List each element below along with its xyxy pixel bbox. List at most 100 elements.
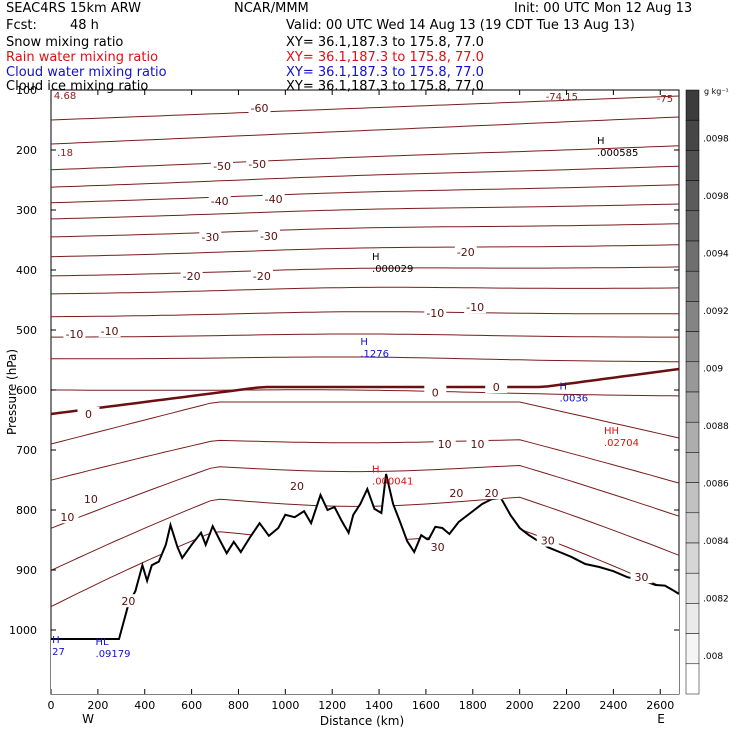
colorbar-band — [685, 180, 700, 212]
x-tick-label: 2600 — [646, 699, 674, 712]
contour-label-bg — [248, 101, 271, 114]
contour-label-bg — [98, 324, 121, 338]
extremum-value: .09179 — [96, 649, 131, 660]
colorbar-band — [685, 361, 700, 393]
east-label: E — [657, 712, 665, 726]
colorbar-band — [685, 542, 700, 574]
fcst-label: Fcst: — [6, 18, 37, 33]
edge-contour-label: -74.15 — [546, 92, 578, 103]
contour-label: -40 — [265, 193, 283, 206]
valid-time: Valid: 00 UTC Wed 14 Aug 13 (19 CDT Tue … — [286, 18, 635, 33]
colorbar-band — [685, 512, 700, 544]
extremum-marker: H — [372, 252, 380, 263]
extremum-marker: H — [52, 635, 60, 646]
contour-label: 0 — [493, 381, 500, 394]
contour-label-bg — [77, 407, 100, 420]
contour-label: -50 — [248, 158, 266, 171]
y-tick-label: 800 — [16, 504, 37, 517]
contour-label: 10 — [60, 511, 74, 524]
extremum-marker: H — [559, 382, 567, 393]
colorbar-label: .008 — [703, 652, 723, 662]
contour-label: -20 — [253, 270, 271, 283]
contour-label: 20 — [290, 480, 304, 493]
field-name-snow: Snow mixing ratio — [6, 35, 124, 50]
isotherm-line — [50, 311, 680, 318]
x-tick-label: 600 — [181, 699, 202, 712]
contour-label-bg — [433, 437, 456, 450]
contour-label-bg — [257, 228, 280, 242]
contour-label-bg — [79, 492, 102, 506]
contour-label: 20 — [121, 595, 135, 608]
x-tick-label: 200 — [87, 699, 108, 712]
contour-label-bg — [424, 385, 447, 399]
contour-label: -10 — [466, 301, 484, 314]
contour-label-bg — [630, 570, 653, 584]
isotherm-line — [50, 389, 680, 397]
x-tick-label: 1000 — [271, 699, 299, 712]
x-tick-label: 1200 — [318, 699, 346, 712]
contour-label-bg — [211, 159, 234, 173]
y-tick-label: 400 — [16, 264, 37, 277]
isotherm-line — [50, 203, 680, 220]
extremum-value: 27 — [52, 647, 65, 658]
contour-label: 30 — [541, 535, 555, 548]
contour-label: -50 — [213, 160, 231, 173]
colorbar-band — [685, 391, 700, 423]
colorbar-label: .0088 — [703, 422, 729, 432]
contour-label-bg — [454, 245, 477, 258]
colorbar-label: .0086 — [703, 480, 729, 490]
colorbar-band — [685, 210, 700, 242]
contour-label: 0 — [85, 408, 92, 421]
isotherm-line — [50, 464, 680, 529]
colorbar-band — [685, 331, 700, 363]
contour-label-bg — [246, 156, 269, 170]
isotherm-line — [50, 266, 680, 277]
contour-label-bg — [56, 510, 79, 524]
contour-label: -20 — [183, 270, 201, 283]
y-tick-label: 700 — [16, 444, 37, 457]
x-axis-label: Distance (km) — [320, 714, 404, 728]
colorbar-label: .0082 — [703, 595, 729, 605]
extremum-value: .0036 — [559, 394, 588, 405]
extremum-marker: H — [360, 337, 368, 348]
contour-label: -60 — [251, 102, 269, 115]
extremum-value: .000585 — [597, 148, 638, 159]
colorbar-band — [685, 633, 700, 665]
x-tick-label: 2200 — [553, 699, 581, 712]
field-xy-cloud-water: XY= 36.1,187.3 to 175.8, 77.0 — [286, 65, 484, 80]
contour-label: 0 — [432, 386, 439, 399]
colorbar-label: .0098 — [703, 192, 729, 202]
contour-label: -10 — [426, 307, 444, 320]
colorbar-band — [685, 572, 700, 604]
field-name-rain: Rain water mixing ratio — [6, 50, 159, 65]
colorbar-band — [685, 452, 700, 483]
colorbar-label: .0092 — [703, 307, 729, 317]
fcst-value: 48 h — [70, 18, 99, 33]
contour-label-bg — [480, 486, 503, 500]
colorbar-unit: g kg⁻¹ — [704, 87, 729, 96]
extremum-value: .02704 — [604, 438, 639, 449]
isotherm-line — [50, 223, 680, 238]
contour-label-bg — [286, 479, 309, 492]
contour-label-bg — [208, 194, 231, 207]
contour-label-bg — [536, 533, 559, 547]
isotherm-line — [50, 95, 680, 121]
edge-contour-label: 4.68 — [54, 91, 76, 102]
contour-label: 30 — [431, 541, 445, 554]
colorbar-band — [685, 663, 700, 695]
extremum-marker: HH — [604, 426, 619, 437]
y-tick-label: 300 — [16, 204, 37, 217]
contour-label-bg — [485, 380, 508, 393]
x-tick-label: 400 — [134, 699, 155, 712]
isotherm-line — [50, 165, 680, 188]
contour-label-bg — [262, 192, 285, 206]
isotherm-line — [50, 286, 680, 295]
x-tick-label: 800 — [228, 699, 249, 712]
x-tick-label: 1600 — [412, 699, 440, 712]
terrain-fill — [51, 474, 679, 694]
y-tick-label: 100 — [16, 84, 37, 97]
contour-label-bg — [199, 230, 222, 243]
y-tick-label: 200 — [16, 144, 37, 157]
isotherm-line — [50, 244, 680, 258]
extremum-marker: H — [597, 136, 605, 147]
